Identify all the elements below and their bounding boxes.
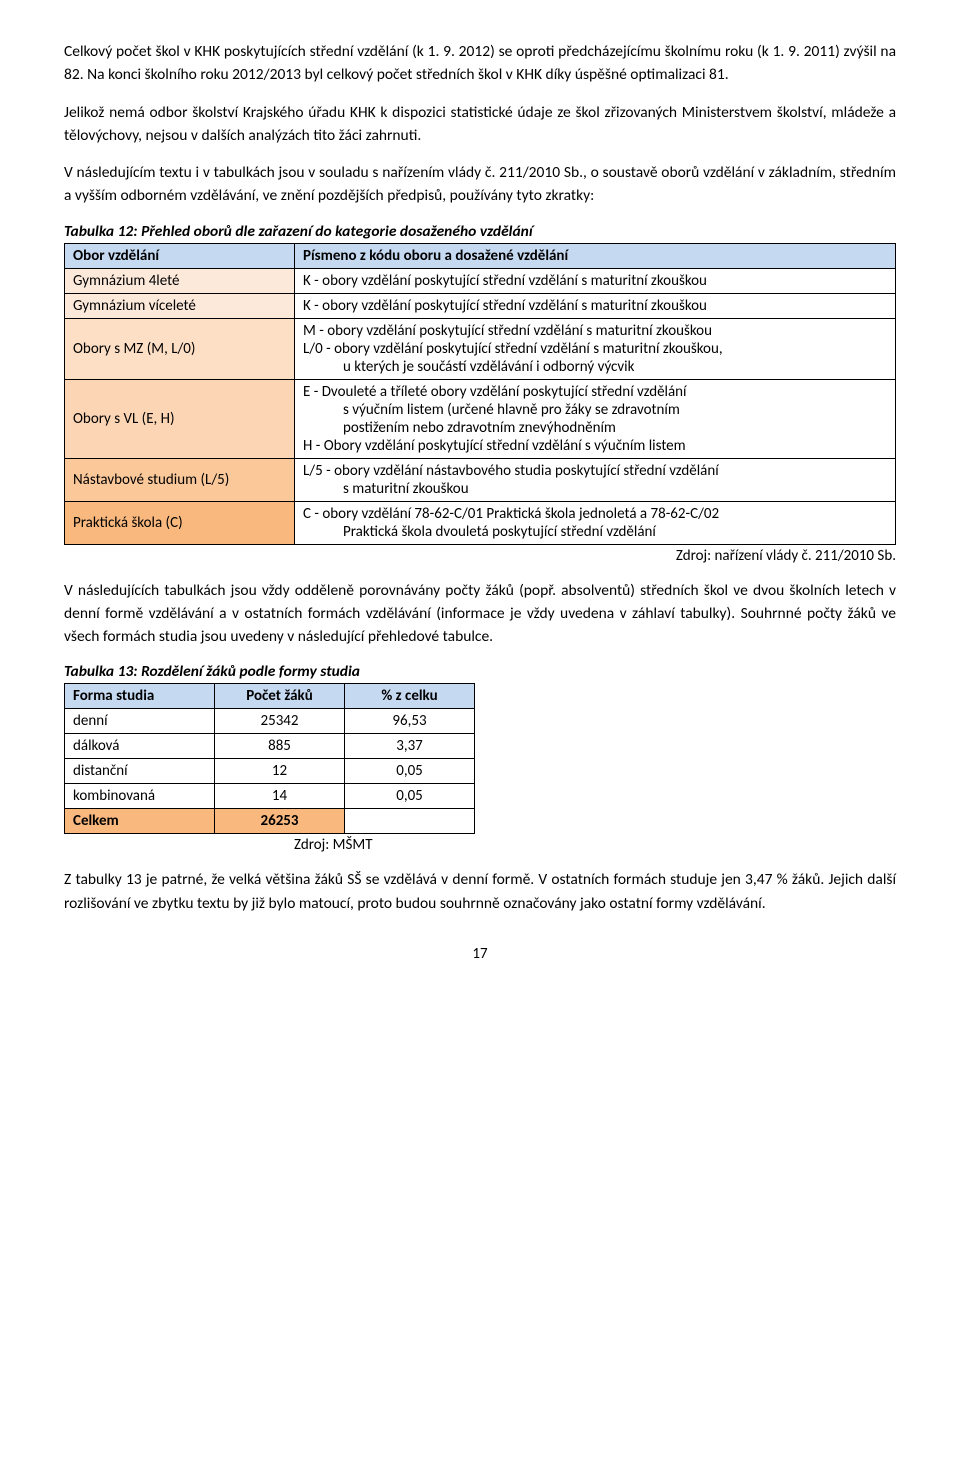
table12-source: Zdroj: nařízení vlády č. 211/2010 Sb. bbox=[64, 547, 896, 565]
table13-row-count: 14 bbox=[215, 784, 345, 809]
table12-caption: Tabulka 12: Přehled oborů dle zařazení d… bbox=[64, 222, 896, 241]
line: L/5 - obory vzdělání nástavbového studia… bbox=[303, 462, 719, 480]
table13-row-label: denní bbox=[65, 709, 215, 734]
table12-row-label: Gymnázium víceleté bbox=[65, 293, 295, 318]
table13-row-pct: 0,05 bbox=[345, 759, 475, 784]
table13-source: Zdroj: MŠMT bbox=[64, 836, 896, 854]
page-number: 17 bbox=[64, 945, 896, 963]
line: u kterých je součástí vzdělávání i odbor… bbox=[303, 358, 634, 376]
table12-row-label: Praktická škola (C) bbox=[65, 501, 295, 544]
paragraph: Jelikož nemá odbor školství Krajského úř… bbox=[64, 101, 896, 148]
line: postižením nebo zdravotním znevýhodněním bbox=[303, 419, 616, 437]
table13-total-label: Celkem bbox=[65, 809, 215, 834]
table12-row-desc: E - Dvouleté a tříleté obory vzdělání po… bbox=[295, 379, 896, 458]
paragraph: V následujících tabulkách jsou vždy oddě… bbox=[64, 579, 896, 649]
paragraph: Celkový počet škol v KHK poskytujících s… bbox=[64, 40, 896, 87]
table13-row-count: 12 bbox=[215, 759, 345, 784]
table12-row-label: Nástavbové studium (L/5) bbox=[65, 458, 295, 501]
table13-row-label: kombinovaná bbox=[65, 784, 215, 809]
table13-row-count: 25342 bbox=[215, 709, 345, 734]
line: E - Dvouleté a tříleté obory vzdělání po… bbox=[303, 383, 687, 401]
table12-header-left: Obor vzdělání bbox=[65, 243, 295, 268]
table12-row-desc: K - obory vzdělání poskytující střední v… bbox=[295, 268, 896, 293]
table13-header-pocet: Počet žáků bbox=[215, 684, 345, 709]
table13-total-empty bbox=[345, 809, 475, 834]
table12-header-right: Písmeno z kódu oboru a dosažené vzdělání bbox=[295, 243, 896, 268]
table12-row-desc: K - obory vzdělání poskytující střední v… bbox=[295, 293, 896, 318]
table13-header-pct: % z celku bbox=[345, 684, 475, 709]
table12-row-desc: M - obory vzdělání poskytující střední v… bbox=[295, 318, 896, 379]
table13-row-label: dálková bbox=[65, 734, 215, 759]
table12-row-label: Obory s VL (E, H) bbox=[65, 379, 295, 458]
table13-row-count: 885 bbox=[215, 734, 345, 759]
table12: Obor vzdělání Písmeno z kódu oboru a dos… bbox=[64, 243, 896, 545]
table13: Forma studia Počet žáků % z celku denní … bbox=[64, 683, 475, 834]
table13-caption: Tabulka 13: Rozdělení žáků podle formy s… bbox=[64, 662, 896, 681]
table12-row-desc: C - obory vzdělání 78-62-C/01 Praktická … bbox=[295, 501, 896, 544]
line: Praktická škola dvouletá poskytující stř… bbox=[303, 523, 656, 541]
line: M - obory vzdělání poskytující střední v… bbox=[303, 322, 712, 340]
line: C - obory vzdělání 78-62-C/01 Praktická … bbox=[303, 505, 719, 523]
table13-header-forma: Forma studia bbox=[65, 684, 215, 709]
table12-row-label: Obory s MZ (M, L/0) bbox=[65, 318, 295, 379]
table13-total-count: 26253 bbox=[215, 809, 345, 834]
line: s maturitní zkouškou bbox=[303, 480, 469, 498]
line: s výučním listem (určené hlavně pro žáky… bbox=[303, 401, 680, 419]
paragraph: Z tabulky 13 je patrné, že velká většina… bbox=[64, 868, 896, 915]
table13-row-label: distanční bbox=[65, 759, 215, 784]
table12-row-label: Gymnázium 4leté bbox=[65, 268, 295, 293]
table13-row-pct: 96,53 bbox=[345, 709, 475, 734]
table12-row-desc: L/5 - obory vzdělání nástavbového studia… bbox=[295, 458, 896, 501]
table13-row-pct: 0,05 bbox=[345, 784, 475, 809]
line: H - Obory vzdělání poskytující střední v… bbox=[303, 437, 686, 455]
line: L/0 - obory vzdělání poskytující střední… bbox=[303, 340, 723, 358]
paragraph: V následujícím textu i v tabulkách jsou … bbox=[64, 161, 896, 208]
table13-row-pct: 3,37 bbox=[345, 734, 475, 759]
